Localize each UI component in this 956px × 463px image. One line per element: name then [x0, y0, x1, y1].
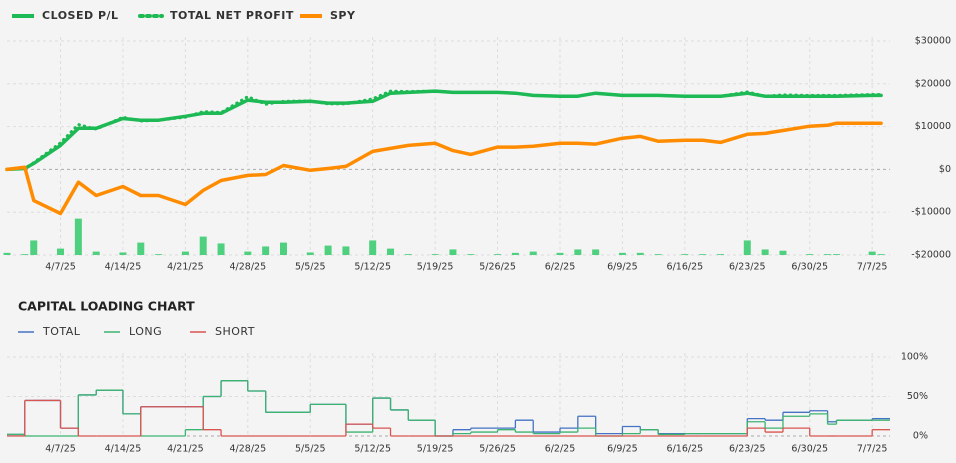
legend-label: CLOSED P/L [42, 9, 119, 22]
x-tick-label: 5/26/25 [479, 444, 516, 455]
bar [832, 254, 840, 255]
bar [431, 254, 439, 255]
bar [119, 252, 127, 255]
bar [868, 251, 876, 255]
bar [404, 254, 412, 255]
bar [824, 254, 832, 255]
legend-label: TOTAL [42, 325, 81, 338]
x-tick-label: 5/5/25 [295, 262, 326, 273]
bar [155, 254, 163, 255]
y-tick-label: $10000 [915, 121, 951, 132]
bar [217, 243, 225, 255]
bar [494, 254, 502, 255]
bar [761, 249, 769, 255]
bar [74, 218, 82, 255]
x-tick-label: 6/23/25 [729, 444, 766, 455]
y-tick-label: $30000 [915, 36, 951, 47]
bar [681, 254, 689, 255]
bar [618, 252, 626, 255]
bar [137, 242, 145, 255]
x-tick-label: 4/28/25 [230, 444, 267, 455]
x-tick-label: 6/2/25 [545, 262, 576, 273]
line [5, 121, 883, 216]
y-tick-label: 100% [901, 352, 928, 363]
bar [342, 246, 350, 255]
x-tick-label: 6/16/25 [667, 444, 704, 455]
bar [556, 252, 564, 255]
x-tick-label: 6/2/25 [545, 444, 576, 455]
x-tick-label: 7/7/25 [857, 262, 888, 273]
bar [529, 251, 537, 255]
x-tick-label: 7/7/25 [857, 444, 888, 455]
bar [877, 254, 885, 255]
x-tick-label: 4/14/25 [105, 444, 142, 455]
x-tick-label: 6/30/25 [791, 262, 828, 273]
y-tick-label: -$10000 [911, 207, 951, 218]
x-tick-label: 5/12/25 [354, 444, 391, 455]
bar [806, 254, 814, 255]
y-tick-label: $20000 [915, 78, 951, 89]
x-tick-label: 6/9/25 [607, 262, 638, 273]
bar [699, 254, 707, 255]
bar [511, 252, 519, 255]
x-tick-label: 4/7/25 [45, 262, 76, 273]
bar [199, 236, 207, 255]
bar [467, 254, 475, 255]
x-tick-label: 4/21/25 [167, 262, 204, 273]
x-tick-label: 6/9/25 [607, 444, 638, 455]
y-tick-label: 0% [913, 431, 928, 442]
x-tick-label: 5/26/25 [479, 262, 516, 273]
x-tick-label: 6/16/25 [667, 262, 704, 273]
bar [779, 250, 787, 255]
x-tick-label: 5/19/25 [417, 444, 454, 455]
bar [3, 252, 11, 255]
y-tick-label: $0 [939, 164, 951, 175]
legend-label: SPY [330, 9, 356, 22]
bar [57, 248, 65, 255]
x-tick-label: 4/14/25 [105, 262, 142, 273]
bar [743, 240, 751, 255]
x-tick-label: 6/23/25 [729, 262, 766, 273]
legend-label: TOTAL NET PROFIT [170, 9, 294, 22]
bar [574, 249, 582, 255]
bar [181, 251, 189, 255]
y-tick-label: -$20000 [911, 250, 951, 261]
bar [324, 245, 332, 255]
x-tick-label: 4/7/25 [45, 444, 76, 455]
bar [369, 240, 377, 255]
bar [654, 254, 662, 255]
bar [717, 254, 725, 255]
bar [592, 249, 600, 255]
x-tick-label: 5/5/25 [295, 444, 326, 455]
legend-label: SHORT [215, 325, 255, 338]
y-tick-label: 50% [907, 391, 928, 402]
bar [92, 251, 100, 255]
x-tick-label: 5/12/25 [354, 262, 391, 273]
bar [262, 246, 270, 255]
bar [30, 240, 38, 255]
x-tick-label: 5/19/25 [417, 262, 454, 273]
bar [306, 252, 314, 255]
bar [636, 252, 644, 255]
x-tick-label: 4/28/25 [230, 262, 267, 273]
bar [244, 251, 252, 255]
line [5, 89, 883, 172]
bar [449, 249, 457, 255]
x-tick-label: 6/30/25 [791, 444, 828, 455]
bar [21, 254, 29, 255]
legend-label: LONG [129, 325, 162, 338]
bar [387, 248, 395, 255]
bar [279, 242, 287, 255]
x-tick-label: 4/21/25 [167, 444, 204, 455]
chart-title: CAPITAL LOADING CHART [18, 299, 195, 314]
